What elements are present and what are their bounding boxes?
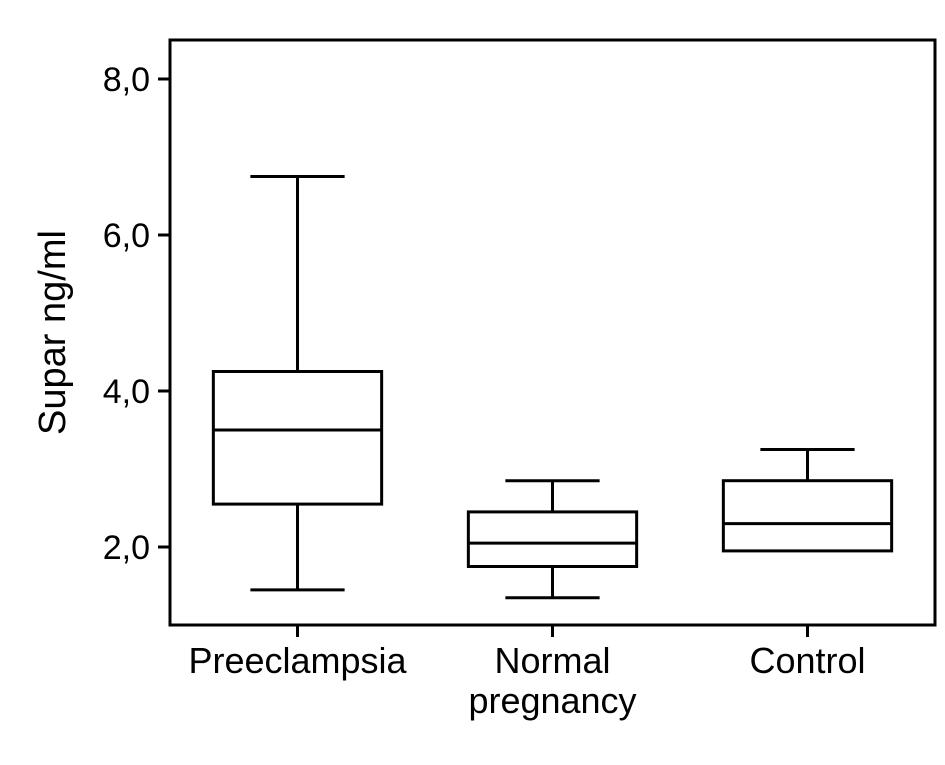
category-label: Control xyxy=(749,640,865,681)
box xyxy=(723,481,891,551)
y-tick-label: 6,0 xyxy=(103,217,150,255)
y-tick-label: 2,0 xyxy=(103,529,150,567)
plot-border xyxy=(170,40,935,625)
box xyxy=(468,512,636,567)
category-label: Preeclampsia xyxy=(188,640,407,681)
category-label: Normal xyxy=(494,640,610,681)
category-label: pregnancy xyxy=(468,680,636,721)
box xyxy=(213,372,381,505)
y-tick-label: 4,0 xyxy=(103,373,150,411)
chart-svg: 2,0 4,0 6,0 8,0 Supar ng/ml Preeclampsia Norma… xyxy=(20,20,945,745)
y-tick-label: 8,0 xyxy=(103,61,150,99)
boxplot-chart: 2,0 4,0 6,0 8,0 Supar ng/ml Preeclampsia Norma… xyxy=(20,20,945,745)
y-axis-title: Supar ng/ml xyxy=(32,230,74,435)
